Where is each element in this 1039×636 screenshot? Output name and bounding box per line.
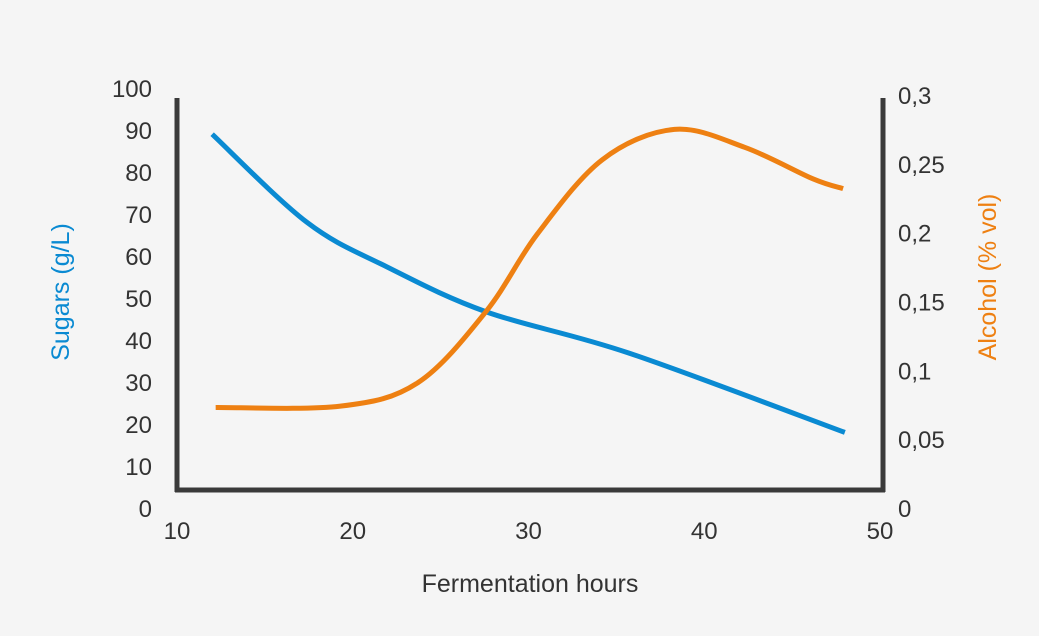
right-axis-title: Alcohol (% vol) bbox=[974, 194, 1002, 361]
sugars-series-line bbox=[210, 132, 846, 435]
left-tick-label: 40 bbox=[125, 328, 152, 355]
x-tick-label: 10 bbox=[164, 518, 191, 545]
right-tick-label: 0,05 bbox=[898, 427, 945, 454]
right-tick-label: 0,3 bbox=[898, 83, 931, 110]
left-tick-label: 60 bbox=[125, 244, 152, 271]
left-axis-title: Sugars (g/L) bbox=[47, 223, 75, 361]
left-tick-label: 100 bbox=[112, 76, 152, 103]
left-tick-label: 80 bbox=[125, 160, 152, 187]
left-tick-label: 70 bbox=[125, 202, 152, 229]
left-tick-label: 30 bbox=[125, 370, 152, 397]
right-tick-label: 0,15 bbox=[898, 290, 945, 317]
alcohol-series-line bbox=[215, 126, 844, 411]
right-tick-label: 0,25 bbox=[898, 152, 945, 179]
x-tick-label: 50 bbox=[867, 518, 894, 545]
left-tick-label: 50 bbox=[125, 286, 152, 313]
left-tick-label: 20 bbox=[125, 412, 152, 439]
right-tick-label: 0 bbox=[898, 496, 911, 523]
x-tick-label: 40 bbox=[691, 518, 718, 545]
x-axis-title: Fermentation hours bbox=[422, 570, 639, 598]
x-axis-ticks: 10 20 30 40 50 bbox=[164, 518, 894, 545]
left-tick-label: 90 bbox=[125, 118, 152, 145]
left-tick-label: 10 bbox=[125, 454, 152, 481]
right-axis-ticks: 0 0,05 0,1 0,15 0,2 0,25 0,3 bbox=[898, 83, 945, 523]
series-lines bbox=[210, 126, 846, 435]
left-axis-ticks: 0 10 20 30 40 50 60 70 80 90 100 bbox=[112, 76, 152, 523]
x-tick-label: 20 bbox=[339, 518, 366, 545]
right-tick-label: 0,1 bbox=[898, 358, 931, 385]
x-tick-label: 30 bbox=[515, 518, 542, 545]
right-tick-label: 0,2 bbox=[898, 221, 931, 248]
left-tick-label: 0 bbox=[139, 496, 152, 523]
